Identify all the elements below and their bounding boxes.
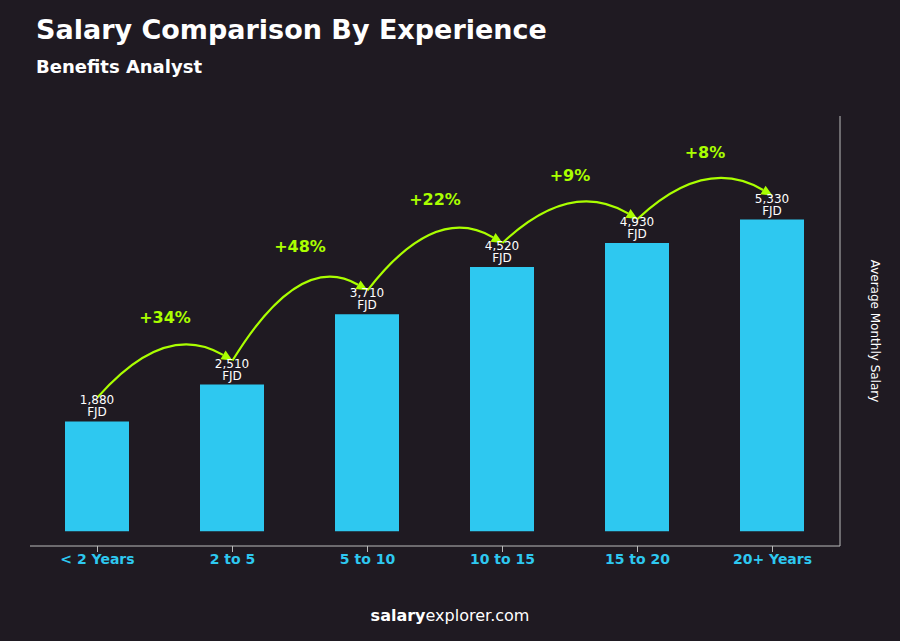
svg-text:2,510FJD: 2,510FJD [215, 357, 249, 383]
svg-text:Average Monthly Salary: Average Monthly Salary [868, 260, 882, 403]
svg-text:5,330FJD: 5,330FJD [755, 192, 789, 218]
svg-text:+22%: +22% [409, 190, 461, 209]
html-text:Salary Comparison By Experienc: Salary Comparison By Experience [36, 14, 547, 45]
svg-text:20+ Years: 20+ Years [733, 551, 812, 567]
html-text:Benefits Analyst: Benefits Analyst [36, 56, 202, 77]
svg-text:4,930FJD: 4,930FJD [620, 215, 654, 241]
svg-text:15 to 20: 15 to 20 [605, 551, 670, 567]
svg-text:2 to 5: 2 to 5 [210, 551, 256, 567]
svg-text:+48%: +48% [274, 237, 326, 256]
html-text:salary explorer.com: salary explorer.com [370, 606, 530, 625]
svg-text:3,710FJD: 3,710FJD [350, 286, 384, 312]
svg-text:+8%: +8% [685, 143, 726, 162]
svg-text:+34%: +34% [139, 308, 191, 327]
svg-text:1,880FJD: 1,880FJD [80, 393, 114, 419]
svg-text:< 2 Years: < 2 Years [60, 551, 134, 567]
svg-text:+9%: +9% [550, 166, 591, 185]
svg-text:5 to 10: 5 to 10 [340, 551, 396, 567]
svg-text:10 to 15: 10 to 15 [470, 551, 535, 567]
svg-text:4,520FJD: 4,520FJD [485, 239, 519, 265]
